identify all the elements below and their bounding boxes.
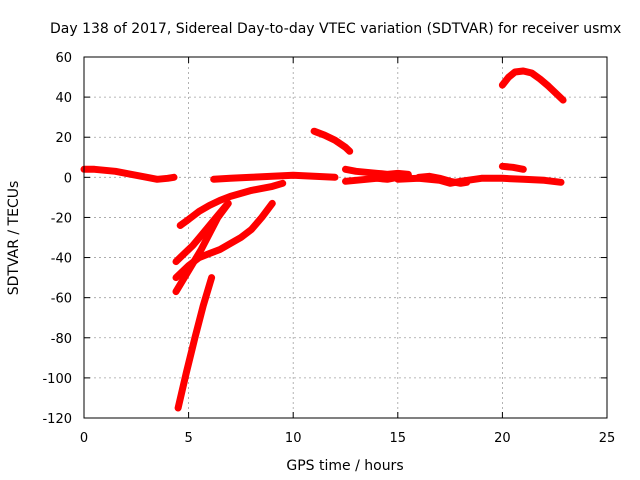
x-tick-label: 5 xyxy=(184,431,192,446)
series-markers-sat-g xyxy=(177,276,213,409)
y-tick-label: 20 xyxy=(55,131,72,146)
y-tick-label: -100 xyxy=(42,372,72,387)
tick-layer: -120 -100 -80 -60 -40 -20 0 20 40 60 0 5 10 15 20 25 xyxy=(42,51,615,446)
series-markers-sat-j xyxy=(344,168,410,176)
series-markers-sat-m xyxy=(501,165,525,171)
series-markers-sat-n xyxy=(501,70,565,102)
series-markers-sat-d xyxy=(175,204,228,263)
series-markers-sat-a xyxy=(83,168,175,181)
series-markers-sat-c xyxy=(179,182,284,227)
y-tick-label: 0 xyxy=(64,171,72,186)
plot-frame xyxy=(83,56,608,419)
x-tick-label: 25 xyxy=(599,431,616,446)
y-tick-label: 60 xyxy=(55,51,72,66)
series-sat-b xyxy=(210,171,339,183)
y-tick-label: -60 xyxy=(51,292,72,307)
series-markers-sat-h xyxy=(313,130,351,153)
series-layer xyxy=(80,67,567,412)
y-tick-label: -20 xyxy=(51,211,72,226)
grid-layer xyxy=(84,57,607,418)
series-markers-sat-i xyxy=(344,174,410,183)
y-tick-label: 40 xyxy=(55,91,72,106)
y-tick-label: -80 xyxy=(51,332,72,347)
chart-title: Day 138 of 2017, Sidereal Day-to-day VTE… xyxy=(50,21,621,37)
series-sat-a xyxy=(80,165,178,183)
series-markers-sat-f xyxy=(175,202,230,293)
x-tick-label: 10 xyxy=(285,431,302,446)
x-tick-label: 20 xyxy=(494,431,511,446)
y-axis-label: SDTVAR / TECUs xyxy=(6,181,22,296)
x-tick-label: 0 xyxy=(80,431,88,446)
series-markers-sat-l xyxy=(417,175,468,185)
y-tick-label: -40 xyxy=(51,252,72,267)
x-axis-label: GPS time / hours xyxy=(286,458,403,474)
y-tick-label: -120 xyxy=(42,412,72,427)
x-tick-label: 15 xyxy=(390,431,407,446)
